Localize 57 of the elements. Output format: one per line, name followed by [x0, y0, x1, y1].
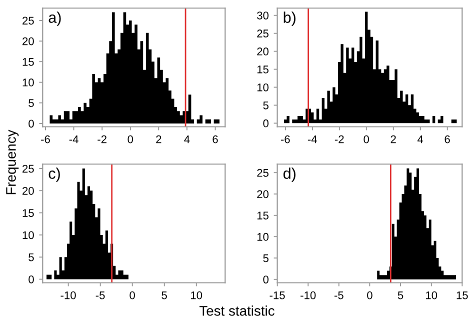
chart-title: d)	[283, 168, 296, 182]
chart-title: c)	[48, 168, 60, 182]
y-tick-label: 0	[263, 119, 269, 128]
x-tick-label: 6	[444, 135, 450, 144]
y-tick-label: 25	[257, 168, 268, 177]
chart-title: b)	[284, 12, 296, 26]
y-tick-label: 20	[22, 186, 34, 195]
x-tick-label: -6	[41, 135, 50, 144]
y-tick-label: 5	[263, 102, 268, 110]
y-tick-label: 0	[28, 120, 34, 128]
y-tick-label: 15	[257, 66, 268, 74]
x-tick-label: 5	[398, 291, 404, 300]
x-tick-label: 10	[426, 291, 438, 300]
x-tick-label: 4	[184, 135, 190, 144]
y-tick-label: 30	[257, 12, 269, 20]
y-axis-title: Frequency	[6, 130, 19, 194]
chart-title: a)	[48, 12, 61, 26]
x-tick-label: -4	[69, 135, 78, 144]
x-tick-label: -6	[280, 135, 290, 144]
y-tick-label: 5	[263, 254, 268, 262]
y-tick-label: 20	[22, 37, 34, 46]
y-tick-label: 25	[22, 164, 34, 173]
x-tick-label: -5	[334, 291, 344, 300]
y-tick-label: 10	[22, 231, 34, 240]
x-tick-label: 0	[128, 135, 134, 144]
y-tick-label: 10	[257, 83, 269, 92]
x-tick-label: 0	[130, 291, 135, 300]
x-tick-label: -10	[300, 291, 316, 300]
y-tick-label: 25	[257, 30, 268, 38]
x-tick-label: -2	[98, 135, 106, 144]
y-tick-label: 15	[22, 58, 34, 66]
y-tick-label: 5	[28, 253, 34, 262]
x-tick-label: 6	[212, 135, 218, 144]
y-tick-label: 10	[257, 232, 269, 241]
y-tick-label: 20	[257, 48, 269, 56]
x-axis-title: Test statistic	[200, 306, 274, 316]
x-tick-label: -2	[334, 135, 344, 144]
x-tick-label: -5	[96, 291, 105, 300]
y-tick-label: 20	[257, 190, 269, 198]
x-tick-label: 2	[390, 135, 396, 144]
x-tick-label: 15	[456, 291, 468, 300]
y-tick-label: 10	[22, 78, 34, 86]
y-tick-label: 15	[257, 212, 268, 220]
x-tick-label: -15	[270, 291, 285, 300]
x-tick-label: 4	[417, 135, 424, 144]
x-tick-label: 2	[156, 135, 162, 144]
y-tick-label: 5	[28, 99, 34, 107]
y-tick-label: 15	[22, 209, 34, 217]
y-tick-label: 0	[28, 275, 34, 284]
y-tick-label: 25	[22, 16, 34, 25]
x-tick-label: 5	[162, 291, 167, 300]
x-tick-label: -4	[308, 135, 317, 144]
x-tick-label: 10	[191, 291, 202, 300]
x-tick-label: -10	[60, 291, 76, 300]
y-tick-label: 0	[263, 276, 269, 284]
x-tick-label: 0	[367, 291, 372, 300]
x-tick-label: 0	[364, 135, 369, 144]
